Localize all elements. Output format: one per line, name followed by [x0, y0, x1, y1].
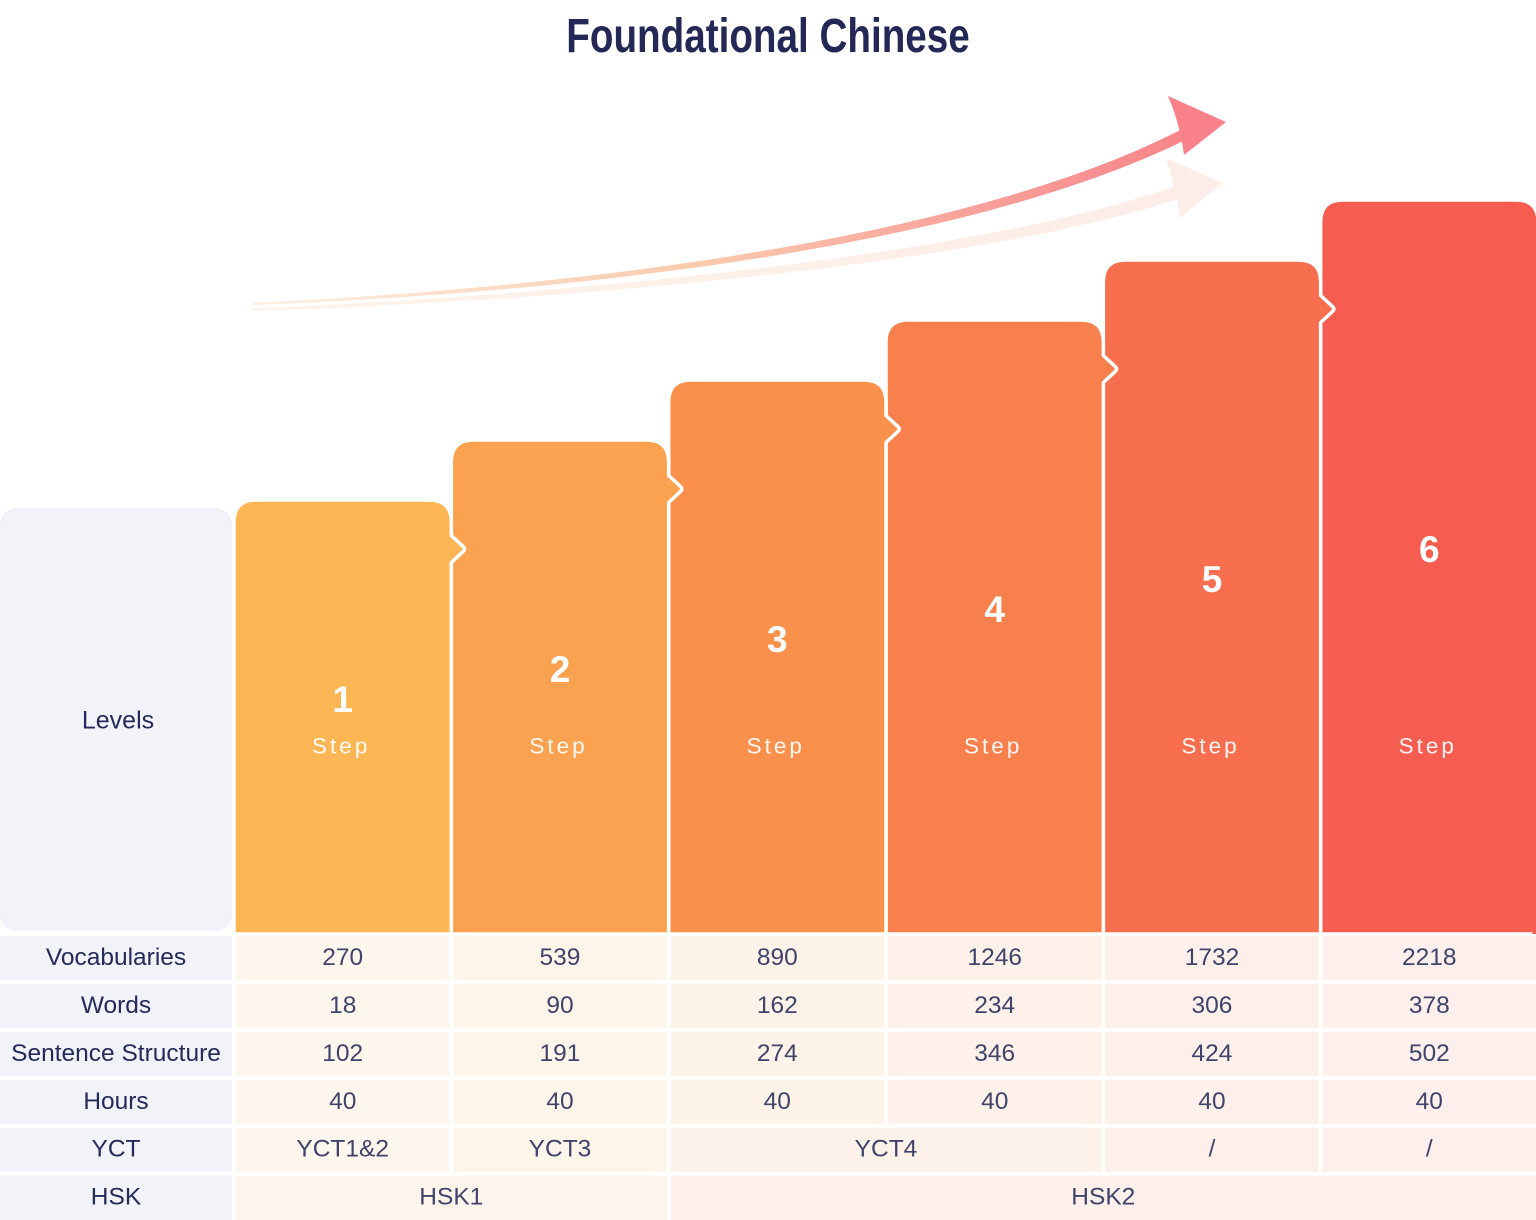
svg-text:Step: Step [1399, 734, 1457, 759]
svg-text:1: 1 [332, 679, 353, 720]
svg-text:YCT: YCT [92, 1136, 141, 1163]
svg-text:378: 378 [1409, 992, 1450, 1019]
svg-text:18: 18 [329, 992, 356, 1019]
svg-text:306: 306 [1192, 992, 1233, 1019]
svg-text:40: 40 [764, 1088, 791, 1115]
svg-text:6: 6 [1419, 529, 1440, 570]
svg-text:5: 5 [1202, 559, 1223, 600]
svg-text:Words: Words [81, 992, 151, 1019]
svg-text:191: 191 [540, 1040, 581, 1067]
svg-text:502: 502 [1409, 1040, 1450, 1067]
svg-text:1732: 1732 [1185, 944, 1240, 971]
svg-text:Levels: Levels [82, 707, 154, 735]
svg-text:Step: Step [964, 734, 1022, 759]
svg-text:HSK: HSK [91, 1184, 142, 1211]
svg-text:40: 40 [981, 1088, 1008, 1115]
svg-text:YCT1&2: YCT1&2 [296, 1136, 389, 1163]
svg-text:3: 3 [767, 619, 788, 660]
svg-text:40: 40 [546, 1088, 573, 1115]
svg-text:539: 539 [540, 944, 581, 971]
svg-text:234: 234 [974, 992, 1015, 1019]
svg-text:424: 424 [1192, 1040, 1233, 1067]
svg-text:40: 40 [1198, 1088, 1225, 1115]
svg-text:Step: Step [529, 734, 587, 759]
svg-text:HSK2: HSK2 [1071, 1184, 1135, 1211]
svg-text:1246: 1246 [967, 944, 1022, 971]
svg-text:4: 4 [984, 589, 1005, 630]
svg-text:890: 890 [757, 944, 798, 971]
svg-text:/: / [1426, 1136, 1433, 1163]
svg-text:270: 270 [322, 944, 363, 971]
svg-text:346: 346 [974, 1040, 1015, 1067]
svg-text:/: / [1209, 1136, 1216, 1163]
svg-text:40: 40 [1416, 1088, 1443, 1115]
svg-text:Vocabularies: Vocabularies [46, 944, 186, 971]
svg-text:90: 90 [546, 992, 573, 1019]
svg-text:YCT4: YCT4 [855, 1136, 918, 1163]
svg-text:Step: Step [747, 734, 805, 759]
svg-text:40: 40 [329, 1088, 356, 1115]
svg-text:Foundational Chinese: Foundational Chinese [566, 10, 970, 63]
svg-text:102: 102 [322, 1040, 363, 1067]
svg-text:YCT3: YCT3 [529, 1136, 592, 1163]
svg-text:274: 274 [757, 1040, 798, 1067]
svg-text:HSK1: HSK1 [419, 1184, 483, 1211]
svg-text:2218: 2218 [1402, 944, 1457, 971]
svg-text:Step: Step [312, 734, 370, 759]
svg-text:Sentence Structure: Sentence Structure [11, 1040, 221, 1067]
svg-text:162: 162 [757, 992, 798, 1019]
svg-text:2: 2 [550, 649, 571, 690]
svg-text:Hours: Hours [83, 1088, 148, 1115]
svg-text:Step: Step [1181, 734, 1239, 759]
